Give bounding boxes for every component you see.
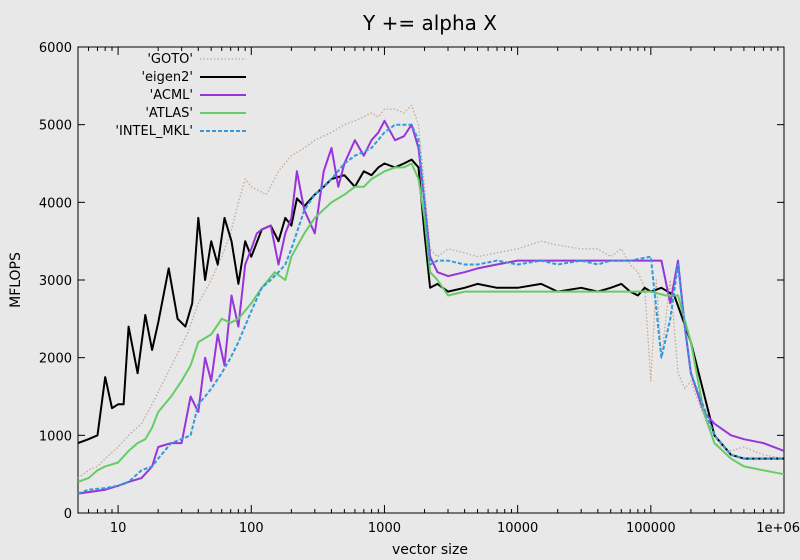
y-tick-label: 0 xyxy=(64,507,72,522)
x-tick-label: 10000 xyxy=(497,521,538,536)
series-line-1 xyxy=(77,158,784,460)
x-tick-label: 100000 xyxy=(626,521,676,536)
series-line-2 xyxy=(77,119,785,495)
series-layer xyxy=(77,104,785,495)
legend-label-4: 'INTEL_MKL' xyxy=(115,124,193,139)
x-axis-title: vector size xyxy=(392,542,468,558)
legend: 'GOTO' 'eigen2' 'ACML' 'ATLAS' 'INTEL_MKL' xyxy=(115,52,246,139)
series-line-3 xyxy=(77,162,785,483)
y-tick-label: 5000 xyxy=(39,119,72,134)
series-line-4 xyxy=(77,123,784,495)
y-tick-label: 2000 xyxy=(39,352,72,367)
y-axis: 0 1000 2000 3000 4000 5000 6000 xyxy=(39,41,784,522)
x-tick-label: 1000 xyxy=(368,521,401,536)
y-axis-title: MFLOPS xyxy=(8,252,24,308)
legend-label-3: 'ATLAS' xyxy=(145,106,193,121)
x-tick-label: 100 xyxy=(239,521,264,536)
legend-label-2: 'ACML' xyxy=(150,88,193,103)
y-tick-label: 6000 xyxy=(39,41,72,56)
x-axis: 10 100 1000 10000 100000 1e+06 xyxy=(88,47,800,536)
legend-label-1: 'eigen2' xyxy=(141,70,193,85)
y-tick-label: 1000 xyxy=(39,429,72,444)
series-line-0 xyxy=(77,104,785,479)
y-tick-label: 4000 xyxy=(39,196,72,211)
y-tick-label: 3000 xyxy=(39,274,72,289)
x-tick-label: 1e+06 xyxy=(756,521,800,536)
chart-title: Y += alpha X xyxy=(362,11,497,35)
x-tick-label: 10 xyxy=(110,521,127,536)
legend-label-0: 'GOTO' xyxy=(147,52,193,67)
